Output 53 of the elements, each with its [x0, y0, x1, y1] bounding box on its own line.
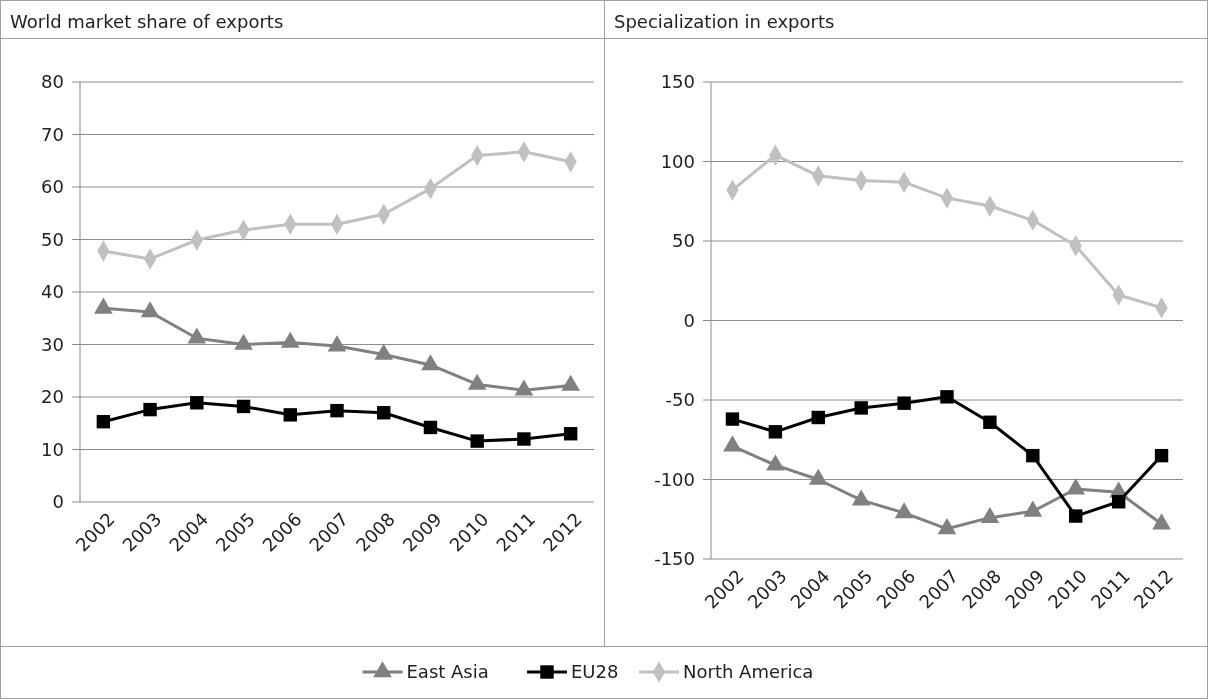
- point: [1069, 509, 1083, 523]
- y-tick-label: 60: [41, 176, 64, 198]
- y-tick-label: -100: [654, 468, 695, 490]
- point: [725, 412, 740, 426]
- y-tick-label: 150: [660, 71, 695, 93]
- point: [236, 399, 251, 414]
- point: [980, 506, 1000, 524]
- point: [1154, 448, 1169, 463]
- point: [563, 427, 578, 441]
- point: [894, 502, 914, 519]
- point: [377, 406, 391, 420]
- y-tick-label: 30: [41, 333, 64, 355]
- point: [811, 410, 825, 425]
- point: [190, 396, 204, 410]
- point: [330, 403, 344, 418]
- point: [851, 489, 871, 506]
- y-tick-label: -150: [654, 548, 695, 570]
- point: [1152, 513, 1171, 530]
- point: [808, 468, 828, 485]
- y-tick-label: 0: [683, 309, 695, 331]
- y-tick-label: 10: [41, 438, 64, 460]
- y-tick-label: -50: [665, 389, 695, 411]
- legend-label: EU28: [571, 661, 619, 683]
- point: [766, 454, 785, 471]
- point: [937, 518, 957, 535]
- point: [983, 415, 997, 429]
- chart-title: Specialization in exports: [614, 11, 835, 32]
- point: [854, 401, 868, 415]
- point: [1023, 500, 1043, 517]
- point: [470, 434, 484, 448]
- chart-title: World market share of exports: [10, 11, 284, 32]
- point: [723, 435, 742, 452]
- point: [143, 402, 157, 417]
- point: [1026, 448, 1040, 463]
- y-tick-label: 50: [672, 230, 695, 252]
- y-tick-label: 40: [41, 281, 64, 303]
- point: [96, 414, 111, 429]
- y-tick-label: 80: [41, 71, 64, 93]
- legend-label: North America: [683, 661, 814, 683]
- point: [897, 396, 911, 410]
- y-tick-label: 100: [660, 150, 695, 172]
- y-tick-label: 20: [41, 386, 64, 408]
- point: [423, 420, 438, 435]
- legend-label: East Asia: [406, 661, 489, 683]
- y-tick-label: 70: [41, 123, 64, 145]
- point: [1066, 478, 1086, 495]
- point: [940, 390, 954, 404]
- point: [283, 408, 297, 422]
- y-tick-label: 0: [52, 491, 64, 513]
- point: [517, 432, 531, 446]
- y-tick-label: 50: [41, 228, 64, 250]
- point: [768, 425, 783, 439]
- point: [1111, 495, 1126, 509]
